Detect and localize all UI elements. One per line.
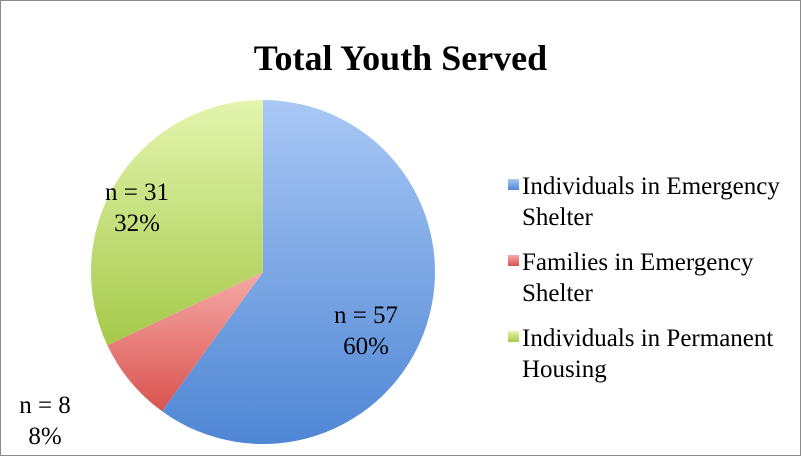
slice-count-label: n = 31	[105, 179, 169, 206]
pie-slice-families-in-emergency-shelter	[107, 272, 264, 412]
pie-slice-individuals-in-emergency-shelter	[161, 100, 436, 444]
legend-label: Individuals in Permanent Housing	[522, 325, 774, 383]
legend-swatch	[508, 331, 519, 342]
legend-label: Individuals in Emergency Shelter	[522, 173, 780, 231]
slice-percent-label: 60%	[343, 333, 389, 360]
legend-item: Families in Emergency Shelter	[508, 247, 793, 309]
pie-slice-individuals-in-permanent-housing	[91, 100, 264, 346]
pie-slices	[91, 100, 436, 444]
pie-labels: n = 57 60% n = 8 8% n = 31 32%	[19, 179, 398, 450]
legend-swatch	[508, 255, 519, 266]
legend: Individuals in Emergency Shelter Families…	[508, 171, 793, 399]
slice-count-label: n = 57	[334, 302, 398, 329]
legend-label: Families in Emergency Shelter	[522, 249, 754, 307]
chart-title: Total Youth Served	[253, 38, 548, 78]
slice-count-label: n = 8	[19, 392, 71, 419]
slice-percent-label: 8%	[28, 423, 61, 450]
slice-percent-label: 32%	[114, 210, 160, 237]
legend-swatch	[508, 179, 519, 190]
legend-item: Individuals in Permanent Housing	[508, 323, 793, 385]
legend-item: Individuals in Emergency Shelter	[508, 171, 793, 233]
